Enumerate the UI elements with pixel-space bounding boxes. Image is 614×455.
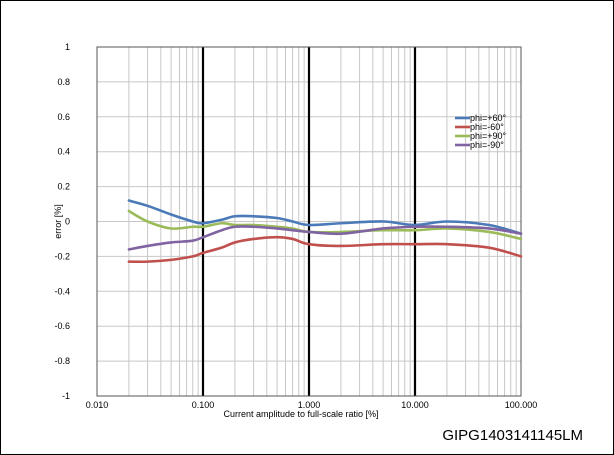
legend-label-4: phi=-90°: [470, 140, 504, 150]
legend-label-3: phi=+90°: [470, 131, 507, 141]
series-line-4: [127, 225, 523, 251]
plot-border: [96, 46, 522, 397]
legend-label-2: phi=-60°: [470, 122, 504, 132]
x-tick-label: 0.100: [192, 400, 215, 410]
y-tick-label: 0: [65, 217, 70, 227]
y-tick-label: -0.4: [54, 286, 70, 296]
x-tick-label: 100.000: [505, 400, 538, 410]
tick-labels: 1 0.8 0.6 0.4 0.2 0 -0.2 -0.4 -0.6 -0.8 -1 0.010 0.1…: [54, 42, 537, 410]
x-axis-label: Current amplitude to full-scale ratio [%…: [223, 409, 378, 419]
x-tick-label: 10.000: [401, 400, 429, 410]
y-tick-label: 0.8: [57, 77, 70, 87]
x-tick-label: 1.000: [298, 400, 321, 410]
legend-label-1: phi=+60°: [470, 113, 507, 123]
legend: phi=+60°phi=-60°phi=+90°phi=-90°: [455, 113, 507, 150]
y-axis-label: error [%]: [53, 204, 63, 239]
y-tick-label: -0.2: [54, 251, 70, 261]
figure-code: GIPG1403141145LM: [442, 427, 583, 444]
y-tick-label: 0.6: [57, 112, 70, 122]
y-tick-label: -0.8: [54, 356, 70, 366]
series-layer: [127, 199, 523, 264]
series-line-2: [127, 235, 523, 264]
y-tick-label: -0.6: [54, 321, 70, 331]
series-line-3: [127, 209, 523, 241]
y-tick-label: 1: [65, 42, 70, 52]
x-tick-label: 0.010: [86, 400, 109, 410]
y-tick-label: 0.2: [57, 182, 70, 192]
major-gridlines: [96, 46, 522, 397]
y-tick-label: 0.4: [57, 147, 70, 157]
series-line-1: [127, 199, 523, 236]
y-tick-label: -1: [62, 391, 70, 401]
